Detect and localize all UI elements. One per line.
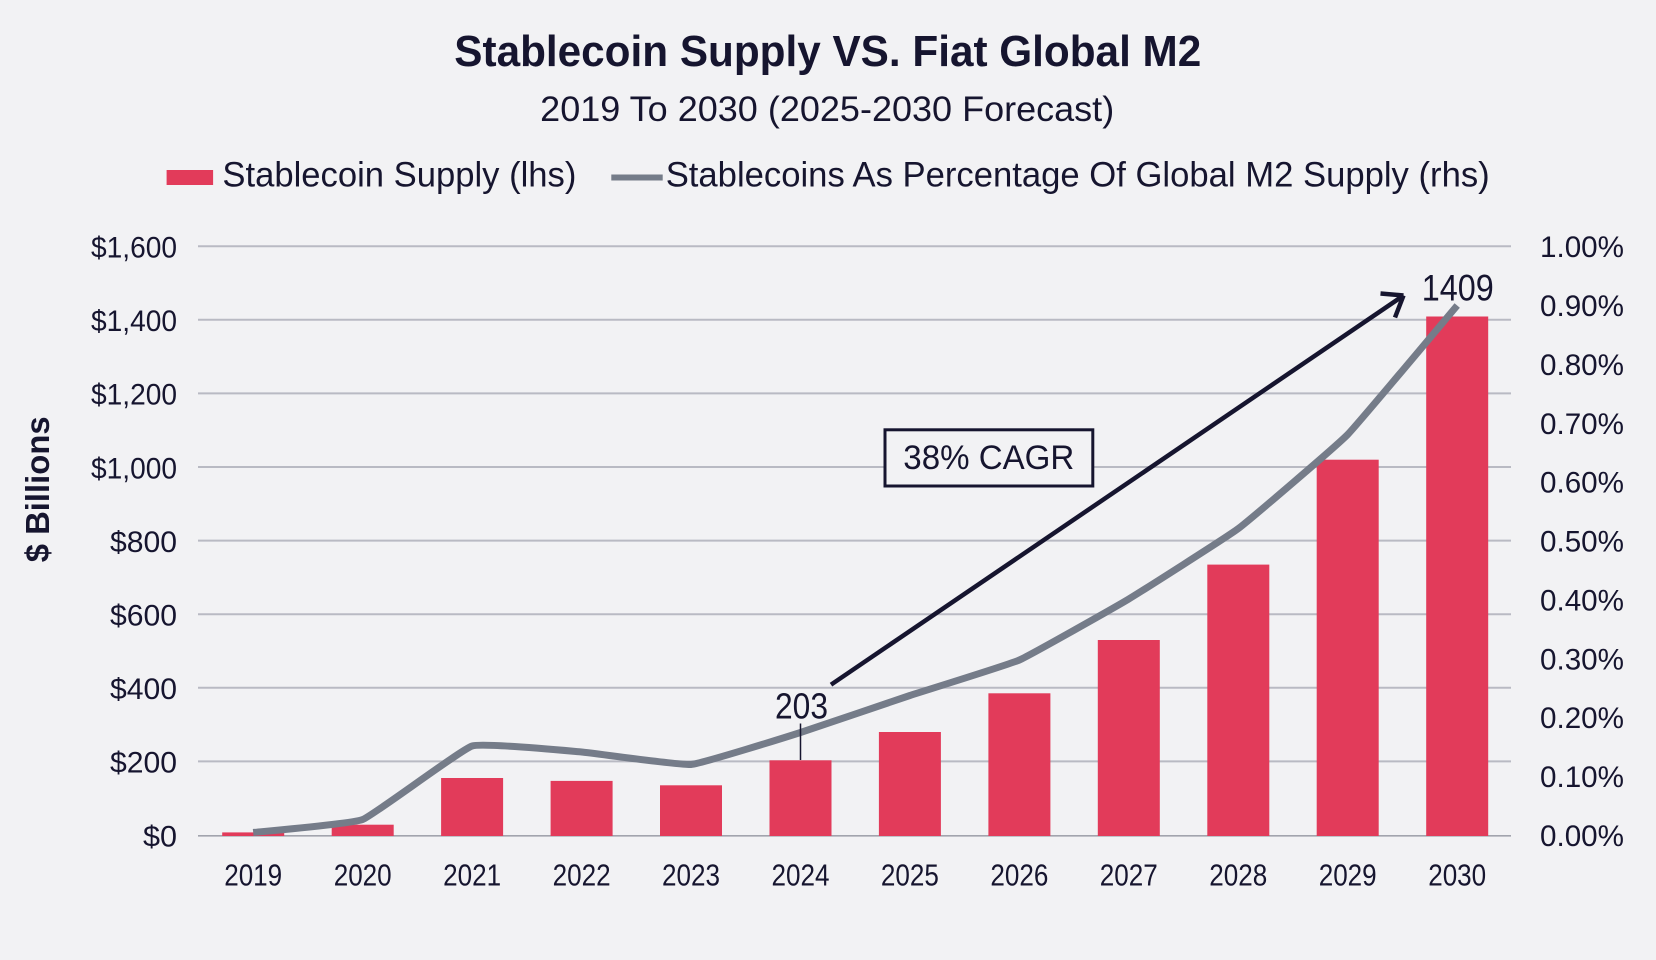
svg-text:2024: 2024	[772, 858, 830, 893]
svg-text:2022: 2022	[553, 858, 611, 893]
svg-text:$200: $200	[110, 747, 177, 780]
svg-text:$1,400: $1,400	[91, 305, 177, 338]
svg-text:0.50%: 0.50%	[1540, 526, 1624, 559]
svg-text:2021: 2021	[443, 858, 501, 893]
svg-text:Stablecoins As Percentage Of G: Stablecoins As Percentage Of Global M2 S…	[666, 156, 1490, 195]
svg-text:0.70%: 0.70%	[1540, 408, 1624, 441]
svg-text:2028: 2028	[1209, 858, 1267, 893]
svg-text:0.10%: 0.10%	[1540, 761, 1624, 794]
svg-text:0.60%: 0.60%	[1540, 467, 1624, 500]
svg-text:2019: 2019	[224, 858, 282, 893]
svg-text:$600: $600	[110, 600, 177, 633]
svg-text:2030: 2030	[1428, 858, 1486, 893]
svg-text:0.20%: 0.20%	[1540, 702, 1624, 735]
svg-text:2027: 2027	[1100, 858, 1158, 893]
svg-text:$ Billions: $ Billions	[19, 416, 56, 562]
svg-text:$400: $400	[110, 673, 177, 706]
svg-text:2029: 2029	[1319, 858, 1377, 893]
svg-text:$1,000: $1,000	[91, 452, 177, 485]
svg-text:2026: 2026	[990, 858, 1048, 893]
svg-text:203: 203	[775, 685, 828, 726]
svg-text:$1,200: $1,200	[91, 379, 177, 412]
svg-text:2019 To 2030 (2025-2030 Foreca: 2019 To 2030 (2025-2030 Forecast)	[540, 90, 1114, 129]
svg-text:Stablecoin Supply VS. Fiat Glo: Stablecoin Supply VS. Fiat Global M2	[454, 27, 1201, 76]
svg-text:$1,600: $1,600	[91, 232, 177, 265]
svg-text:2020: 2020	[334, 858, 392, 893]
svg-text:0.40%: 0.40%	[1540, 585, 1624, 618]
svg-text:2025: 2025	[881, 858, 939, 893]
svg-text:0.30%: 0.30%	[1540, 643, 1624, 676]
svg-text:0.00%: 0.00%	[1540, 820, 1624, 853]
svg-text:1.00%: 1.00%	[1540, 231, 1624, 264]
svg-text:2023: 2023	[662, 858, 720, 893]
svg-text:38% CAGR: 38% CAGR	[903, 439, 1074, 477]
svg-text:0.80%: 0.80%	[1540, 349, 1624, 382]
svg-text:$0: $0	[143, 820, 177, 853]
svg-text:$800: $800	[110, 526, 177, 559]
svg-text:0.90%: 0.90%	[1540, 290, 1624, 323]
svg-text:Stablecoin Supply (lhs): Stablecoin Supply (lhs)	[222, 156, 576, 195]
svg-text:1409: 1409	[1422, 268, 1494, 309]
